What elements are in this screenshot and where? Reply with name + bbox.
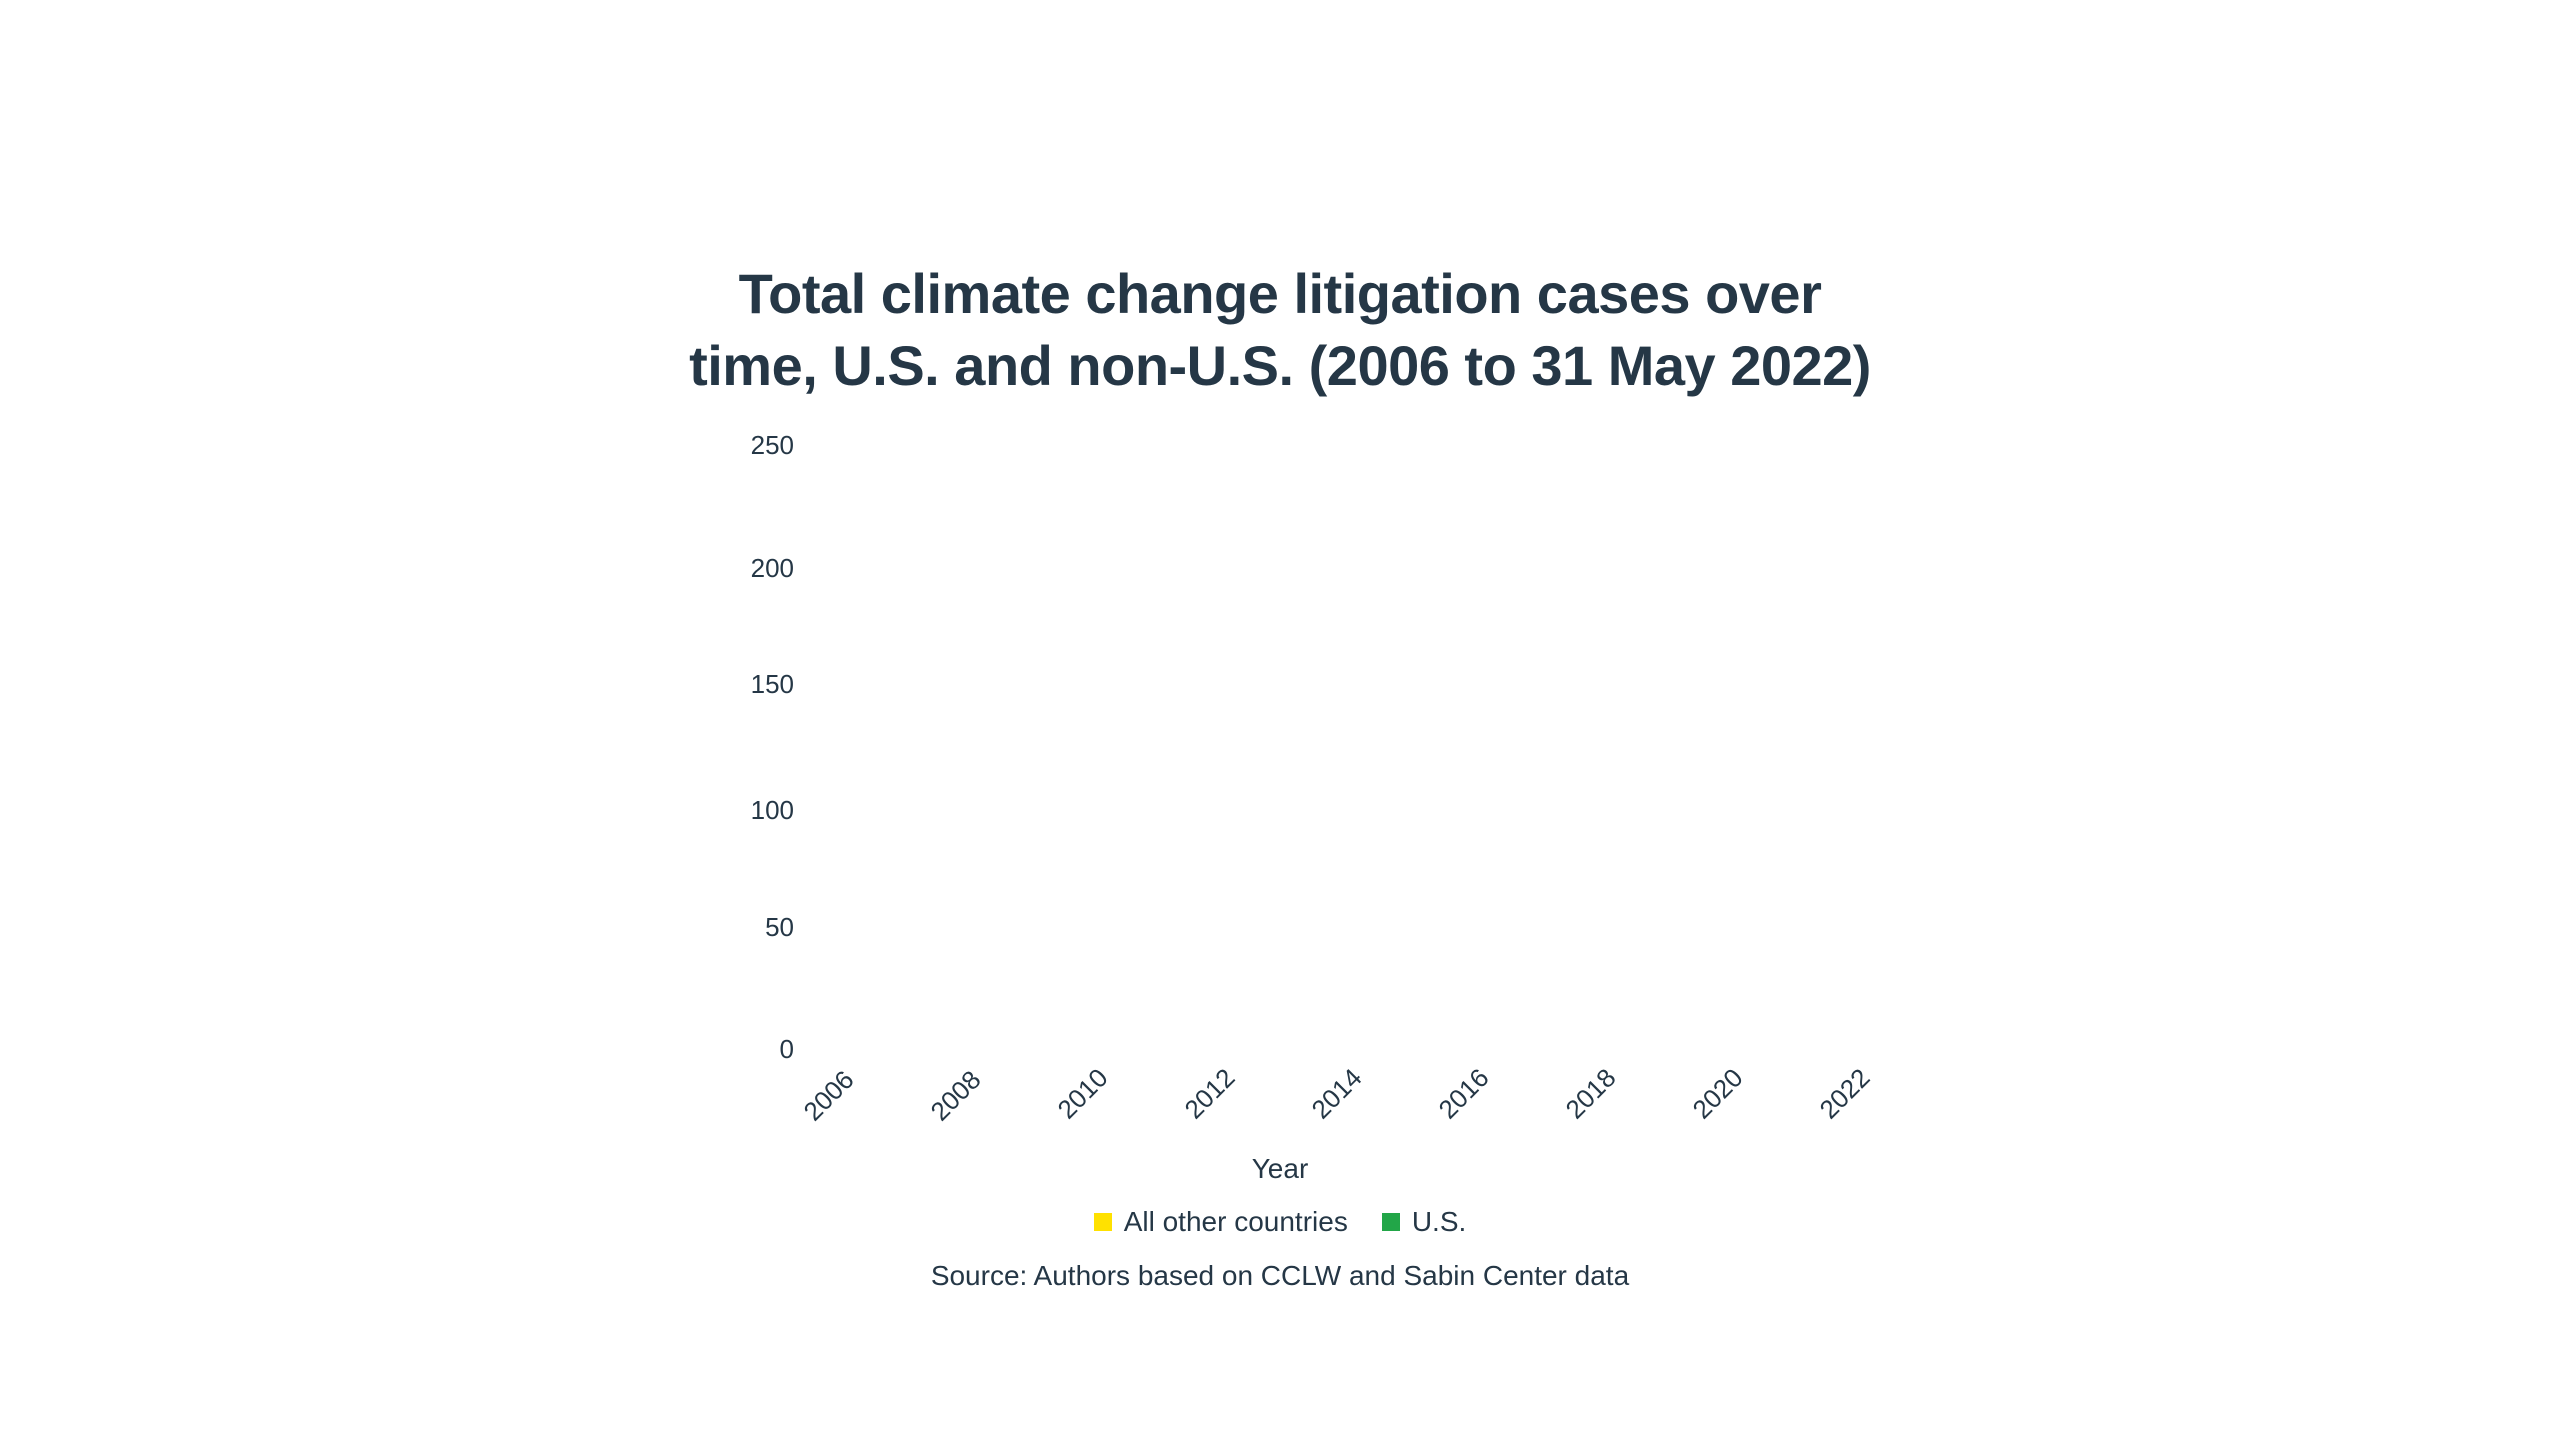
chart-title-line-2: time, U.S. and non-U.S. (2006 to 31 May … <box>689 334 1871 397</box>
legend: All other countries U.S. <box>0 1205 2560 1239</box>
legend-swatch-green-icon <box>1381 1213 1400 1231</box>
x-tick-2012: 2012 <box>1178 1062 1241 1125</box>
legend-item-us[interactable]: U.S. <box>1381 1205 1467 1239</box>
legend-item-all-other-countries[interactable]: All other countries <box>1093 1205 1348 1239</box>
x-tick-2020: 2020 <box>1686 1062 1749 1125</box>
plot-area <box>815 440 1875 1040</box>
x-tick-2008: 2008 <box>924 1064 987 1127</box>
x-axis-label: Year <box>1251 1153 1309 1184</box>
x-tick-2014: 2014 <box>1305 1062 1368 1125</box>
legend-label-all-other-countries: All other countries <box>1123 1206 1348 1237</box>
y-tick-200: 200 <box>750 553 794 583</box>
chart-title: Total climate change litigation cases ov… <box>0 258 2560 402</box>
y-tick-50: 50 <box>765 912 794 942</box>
y-tick-0: 0 <box>779 1034 794 1064</box>
x-tick-2018: 2018 <box>1559 1062 1622 1125</box>
x-tick-2022: 2022 <box>1813 1062 1876 1125</box>
x-tick-2006: 2006 <box>797 1064 860 1127</box>
x-tick-2016: 2016 <box>1432 1062 1495 1125</box>
x-tick-2010: 2010 <box>1051 1062 1114 1125</box>
y-tick-150: 150 <box>750 669 794 699</box>
legend-label-us: U.S. <box>1411 1206 1467 1237</box>
y-tick-250: 250 <box>750 430 794 460</box>
chart-title-line-1: Total climate change litigation cases ov… <box>738 262 1822 325</box>
legend-swatch-yellow-icon <box>1093 1213 1112 1231</box>
y-tick-100: 100 <box>750 795 794 825</box>
plot-canvas <box>815 440 1875 1040</box>
source-note: Source: Authors based on CCLW and Sabin … <box>930 1260 1630 1291</box>
